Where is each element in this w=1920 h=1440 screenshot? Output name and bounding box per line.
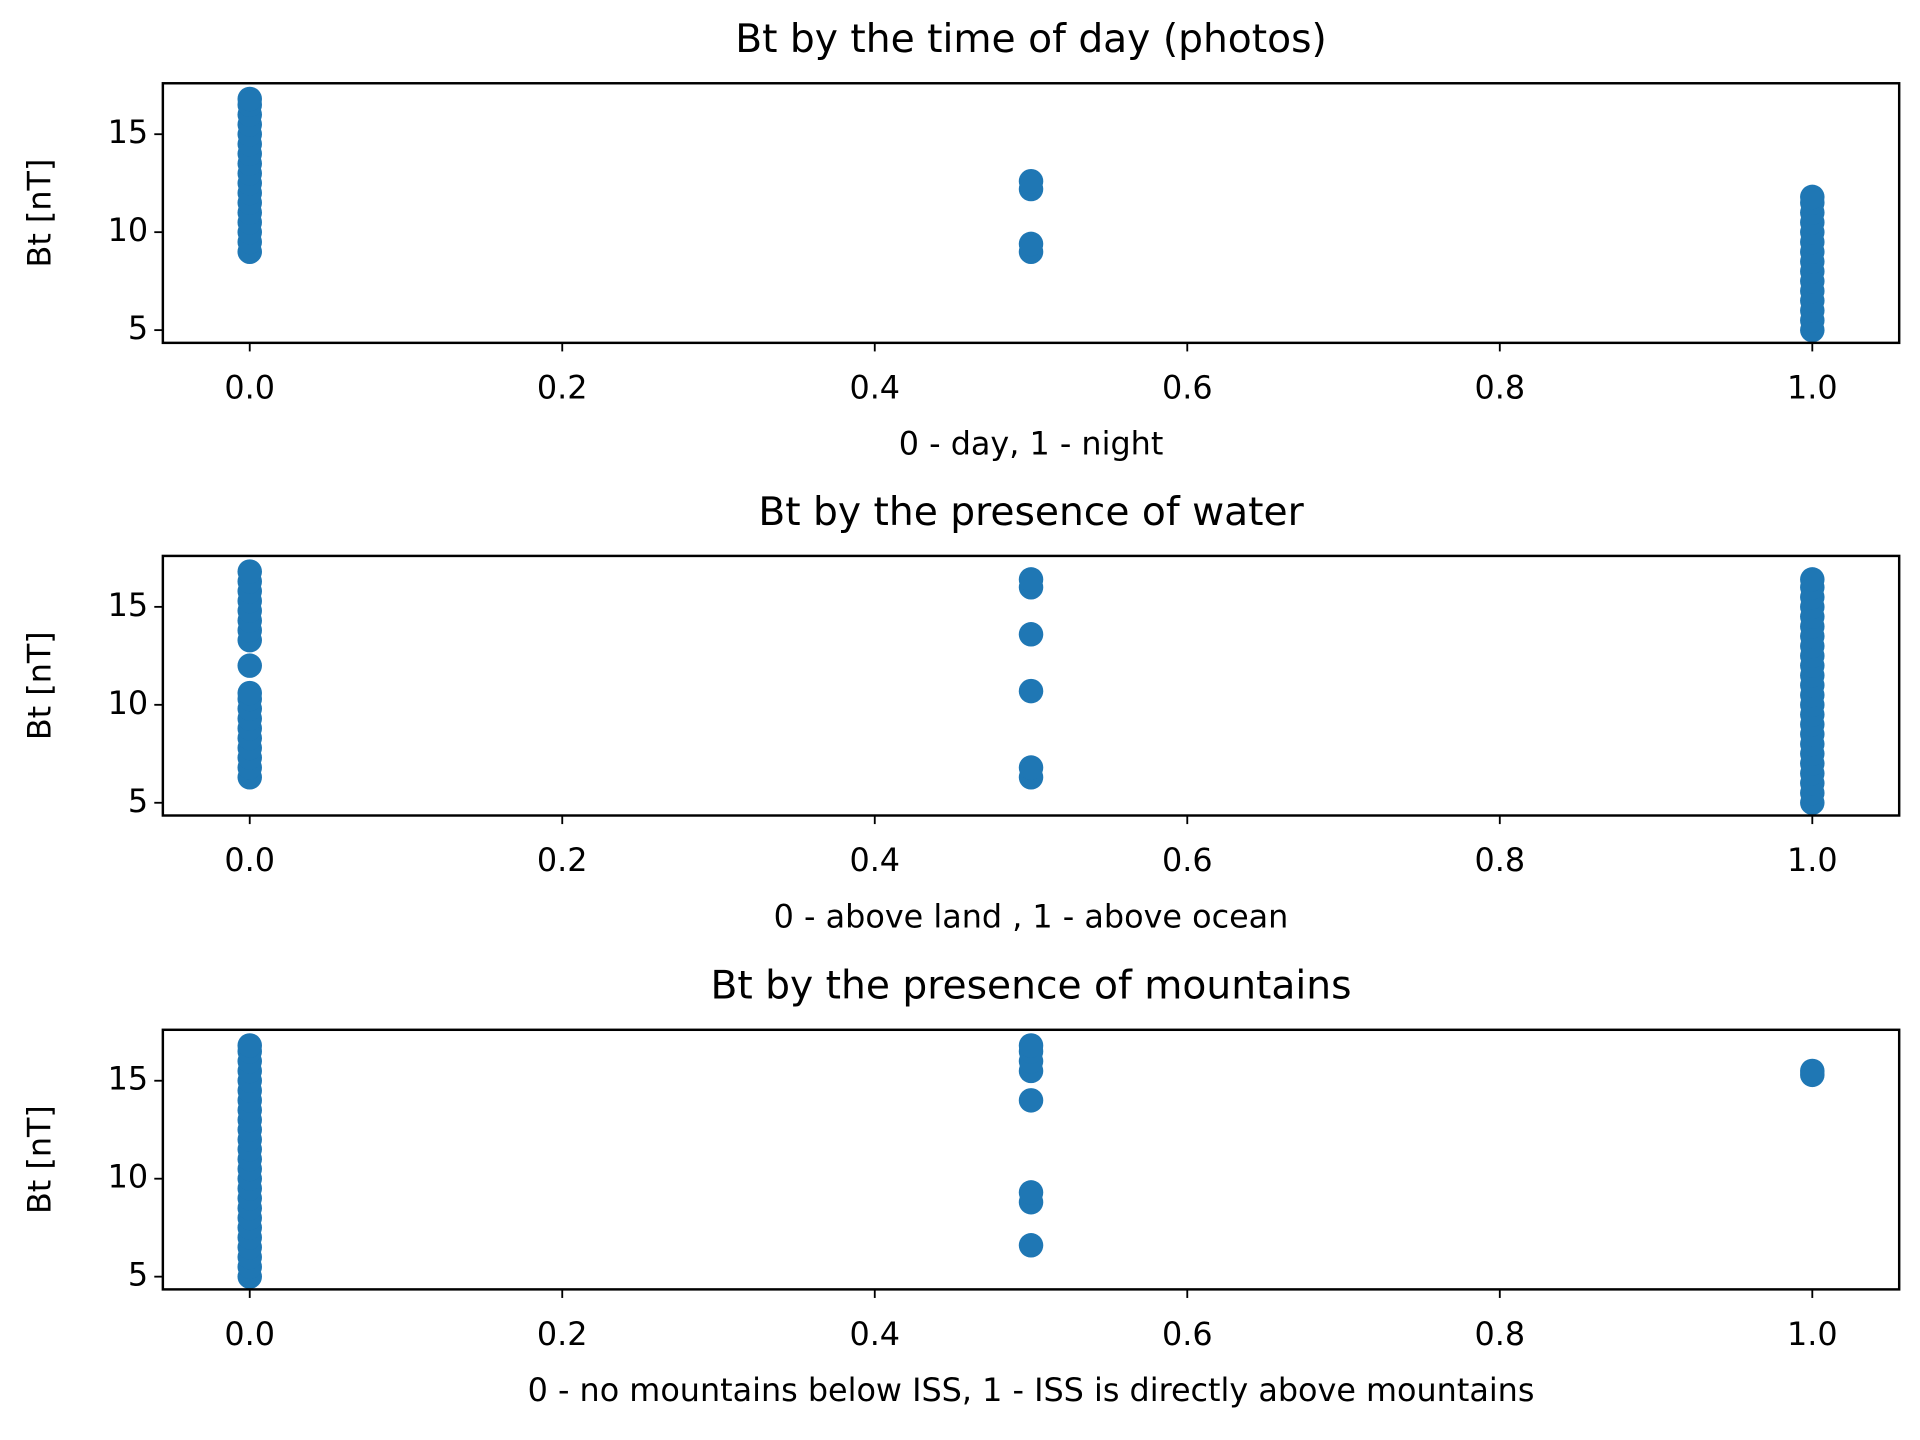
y-tick-label: 10 (108, 211, 149, 249)
plot-frame (161, 82, 1901, 345)
y-tick-label: 15 (108, 586, 149, 624)
point (237, 680, 262, 706)
point (1018, 678, 1044, 704)
x-tick-label: 0.6 (1162, 368, 1213, 406)
y-tick-label: 5 (128, 309, 148, 347)
x-tick-label: 0.2 (537, 368, 588, 406)
x-tick-label: 0.8 (1474, 841, 1525, 879)
point (1018, 622, 1044, 647)
x-tick-label: 0.2 (537, 841, 588, 879)
x-tick-label: 0.0 (224, 1315, 275, 1353)
point (1018, 168, 1044, 194)
plot-frame (161, 554, 1901, 817)
x-axis-label: 0 - above land , 1 - above ocean (774, 897, 1289, 935)
y-tick-label: 10 (108, 1158, 149, 1196)
x-tick-label: 1.0 (1787, 841, 1838, 879)
x-tick-label: 1.0 (1787, 368, 1838, 406)
y-tick-label: 5 (128, 782, 148, 820)
x-tick-label: 0.0 (224, 368, 275, 406)
point (1018, 567, 1044, 592)
point (237, 653, 262, 678)
y-tick-label: 15 (108, 113, 149, 151)
chart-title: Bt by the presence of water (758, 490, 1304, 535)
point (237, 1033, 262, 1058)
point (1018, 755, 1044, 780)
x-tick-label: 0.4 (849, 368, 900, 406)
point (1018, 231, 1044, 257)
chart-title: Bt by the presence of mountains (711, 964, 1352, 1009)
x-tick-label: 0.8 (1474, 368, 1525, 406)
y-tick-label: 10 (108, 684, 149, 722)
x-tick-label: 0.8 (1474, 1315, 1525, 1353)
x-tick-label: 1.0 (1787, 1315, 1838, 1353)
plot-frame (161, 1028, 1901, 1291)
point (1018, 1233, 1044, 1258)
x-tick-label: 0.4 (849, 1315, 900, 1353)
x-tick-label: 0.4 (849, 841, 900, 879)
x-tick-label: 0.0 (224, 841, 275, 879)
x-tick-label: 0.6 (1162, 1315, 1213, 1353)
point (237, 559, 262, 584)
x-tick-label: 0.6 (1162, 841, 1213, 879)
point (1018, 1180, 1044, 1205)
y-tick-label: 5 (128, 1256, 148, 1294)
y-axis-label: Bt [nT] (21, 1105, 59, 1214)
point (1800, 184, 1825, 210)
x-axis-label: 0 - no mountains below ISS, 1 - ISS is d… (528, 1371, 1535, 1409)
point (1018, 1033, 1044, 1058)
y-axis-label: Bt [nT] (21, 159, 59, 268)
point (1800, 1058, 1825, 1084)
y-tick-label: 15 (108, 1060, 149, 1098)
y-axis-label: Bt [nT] (21, 631, 59, 740)
chart-title: Bt by the time of day (photos) (735, 17, 1327, 62)
point (1018, 1088, 1044, 1113)
point (237, 86, 262, 112)
x-tick-label: 0.2 (537, 1315, 588, 1353)
x-axis-label: 0 - day, 1 - night (899, 425, 1164, 463)
point (1800, 567, 1825, 592)
